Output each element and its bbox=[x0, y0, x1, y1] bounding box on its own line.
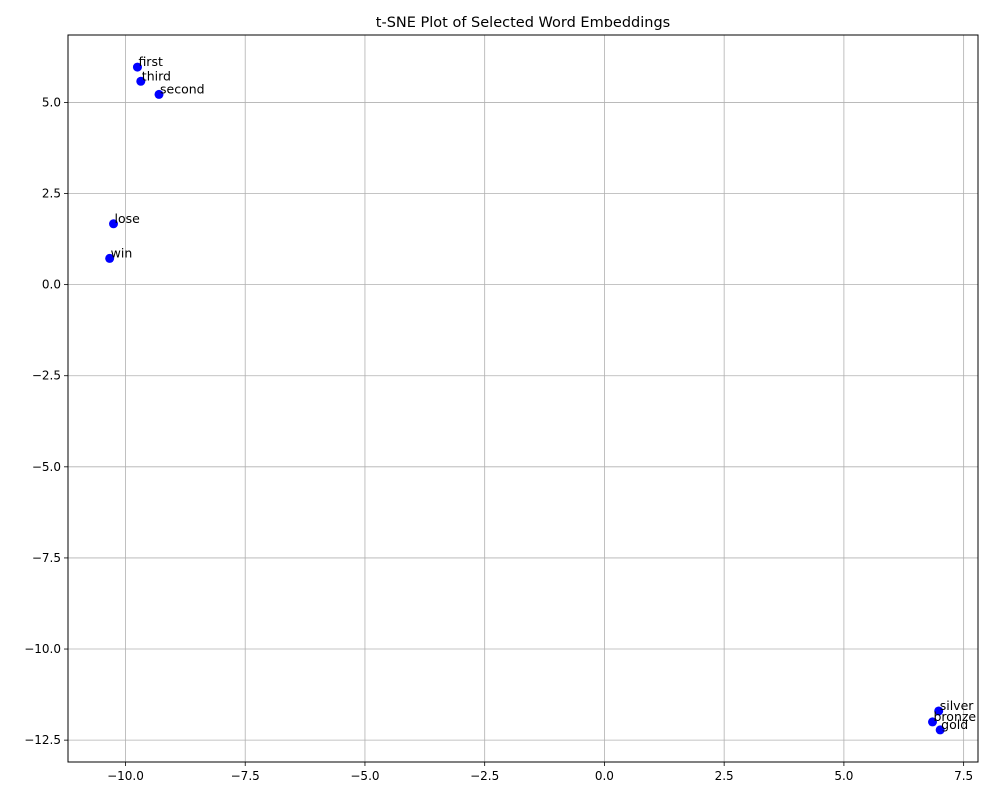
x-tick-label: −7.5 bbox=[231, 769, 260, 783]
point-gold bbox=[935, 725, 945, 735]
y-tick-label: −2.5 bbox=[32, 369, 61, 383]
x-tick-label: 2.5 bbox=[715, 769, 734, 783]
plot-frame bbox=[67, 34, 979, 763]
y-tick-label: −12.5 bbox=[24, 733, 61, 747]
x-tick-label: −5.0 bbox=[350, 769, 379, 783]
point-label-bronze: bronze bbox=[934, 709, 977, 724]
point-label-gold: gold bbox=[941, 717, 968, 732]
point-win bbox=[105, 253, 115, 263]
y-tick-label: −5.0 bbox=[32, 460, 61, 474]
y-tick-label: 5.0 bbox=[42, 95, 61, 109]
x-axis-ticks: −10.0 −7.5 −5.0 −2.5 0.0 2.5 5.0 7.5 bbox=[107, 762, 973, 783]
y-axis-ticks: 5.0 2.5 0.0 −2.5 −5.0 −7.5 −10.0 −12.5 bbox=[24, 95, 68, 747]
chart-title: t-SNE Plot of Selected Word Embeddings bbox=[376, 15, 670, 31]
x-tick-label: −2.5 bbox=[470, 769, 499, 783]
x-tick-label: 5.0 bbox=[834, 769, 853, 783]
point-label-silver: silver bbox=[940, 698, 975, 713]
x-tick-label: 0.0 bbox=[595, 769, 614, 783]
x-tick-label: 7.5 bbox=[954, 769, 973, 783]
point-label-win: win bbox=[111, 245, 133, 260]
point-lose bbox=[109, 219, 118, 229]
y-tick-label: −7.5 bbox=[32, 551, 61, 565]
point-label-second: second bbox=[160, 81, 205, 96]
point-silver bbox=[934, 706, 944, 716]
point-third bbox=[136, 76, 146, 86]
point-second bbox=[154, 89, 164, 99]
grid-lines bbox=[68, 35, 978, 762]
y-tick-label: 0.0 bbox=[42, 278, 61, 292]
x-tick-label: −10.0 bbox=[107, 769, 144, 783]
point-label-third: third bbox=[142, 68, 171, 83]
point-first bbox=[132, 62, 142, 72]
y-tick-label: −10.0 bbox=[24, 642, 61, 656]
y-tick-label: 2.5 bbox=[42, 187, 61, 201]
point-label-first: first bbox=[138, 54, 163, 69]
point-label-lose: lose bbox=[115, 211, 141, 226]
point-bronze bbox=[928, 717, 937, 727]
